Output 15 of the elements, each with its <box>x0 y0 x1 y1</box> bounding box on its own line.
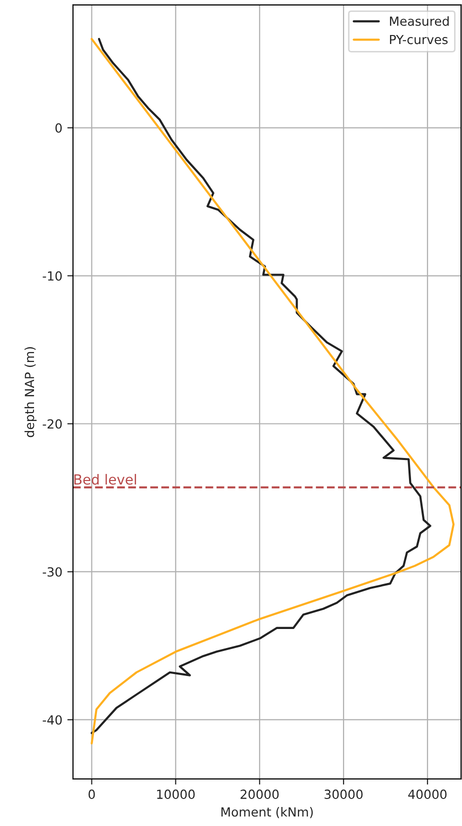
y-tick-label: -20 <box>42 419 62 429</box>
x-tick-label: 30000 <box>324 790 363 800</box>
y-tick-label: -30 <box>42 567 62 577</box>
x-tick-label: 10000 <box>157 790 195 800</box>
x-tick-label: 0 <box>88 790 95 800</box>
x-axis-title: Moment (kNm) <box>221 806 313 818</box>
ref-line-label: Bed level <box>74 474 136 485</box>
y-tick-label: -40 <box>42 715 62 725</box>
legend-label: Measured <box>390 16 449 26</box>
y-tick-label: 0 <box>55 123 62 133</box>
legend-label: PY-curves <box>390 34 448 44</box>
x-tick-label: 20000 <box>240 790 279 800</box>
x-tick-label: 40000 <box>408 790 447 800</box>
y-axis-title: depth NAP (m) <box>24 347 37 438</box>
y-tick-label: -10 <box>42 271 62 281</box>
